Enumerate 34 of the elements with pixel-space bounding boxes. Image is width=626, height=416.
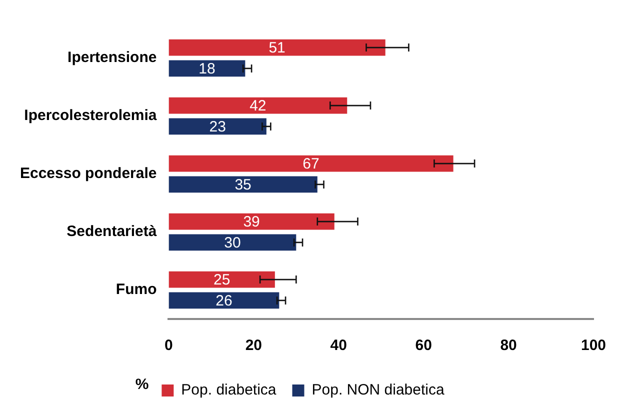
bar (168, 155, 454, 172)
data-label: 18 (198, 60, 216, 78)
y-tick-label: Eccesso ponderale (20, 165, 157, 182)
y-tick-label: Fumo (116, 281, 157, 298)
x-axis-title: % (135, 376, 149, 394)
data-label: 30 (224, 234, 241, 252)
y-tick-label: Sedentarietà (66, 223, 158, 240)
data-label: 42 (250, 98, 266, 115)
data-label: 67 (302, 156, 320, 173)
data-label: 35 (234, 176, 252, 194)
bar (168, 97, 348, 114)
x-tick-label: 40 (330, 337, 347, 354)
x-tick-label: 60 (415, 337, 432, 354)
bar (168, 176, 318, 193)
bar (168, 39, 386, 56)
x-tick-label: 100 (580, 337, 606, 354)
bar (168, 271, 275, 288)
data-label: 39 (243, 214, 260, 231)
data-label: 25 (213, 272, 230, 289)
bar (168, 234, 296, 251)
bar (168, 292, 280, 309)
bar (168, 60, 246, 77)
bar (168, 118, 266, 135)
x-tick-label: 20 (245, 337, 262, 354)
data-label: 51 (268, 40, 286, 57)
y-tick-label: Ipercolesterolemia (24, 107, 158, 124)
bar (168, 213, 334, 230)
x-tick-label: 80 (500, 337, 517, 354)
legend-label: Pop. diabetica (181, 382, 277, 399)
data-label: 26 (216, 292, 232, 310)
y-tick-label: Ipertensione (68, 49, 157, 66)
legend-label: Pop. NON diabetica (312, 382, 445, 399)
data-label: 23 (209, 118, 226, 136)
x-tick-label: 0 (164, 337, 173, 354)
